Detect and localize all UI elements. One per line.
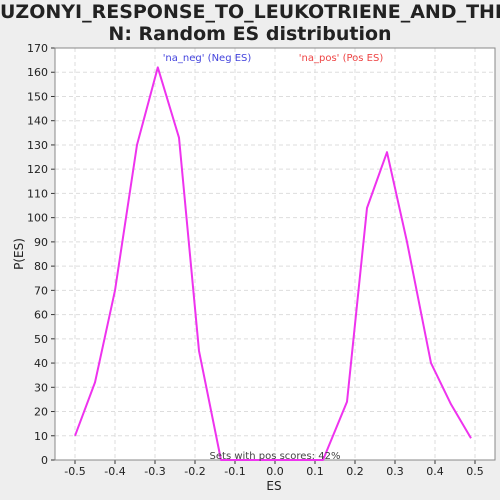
x-tick-label: 0.3 <box>386 465 404 478</box>
y-tick-label: 0 <box>41 454 48 467</box>
x-axis-label: ES <box>266 479 281 493</box>
y-tick-label: 130 <box>27 139 48 152</box>
y-tick-label: 150 <box>27 90 48 103</box>
x-tick-label: -0.1 <box>224 465 245 478</box>
y-tick-label: 50 <box>34 333 48 346</box>
x-tick-label: 0.1 <box>306 465 324 478</box>
y-tick-label: 10 <box>34 430 48 443</box>
x-tick-label: 0.0 <box>266 465 284 478</box>
chart-title-line-2: N: Random ES distribution <box>108 23 392 45</box>
y-tick-label: 110 <box>27 187 48 200</box>
y-tick-label: 140 <box>27 115 48 128</box>
pos-scores-annotation: Sets with pos scores: 42% <box>210 451 341 462</box>
y-tick-label: 80 <box>34 260 48 273</box>
y-tick-label: 30 <box>34 381 48 394</box>
x-tick-label: 0.4 <box>426 465 444 478</box>
x-tick-label: -0.4 <box>104 465 125 478</box>
y-tick-label: 20 <box>34 406 48 419</box>
y-tick-label: 40 <box>34 357 48 370</box>
y-tick-label: 170 <box>27 42 48 55</box>
x-tick-label: -0.2 <box>184 465 205 478</box>
y-tick-label: 60 <box>34 309 48 322</box>
x-tick-label: -0.3 <box>144 465 165 478</box>
y-tick-label: 160 <box>27 66 48 79</box>
legend-neg-es: 'na_neg' (Neg ES) <box>163 53 252 64</box>
x-tick-label: 0.5 <box>466 465 484 478</box>
x-tick-label: 0.2 <box>346 465 364 478</box>
y-axis-label: P(ES) <box>12 238 26 270</box>
chart-title-line-1: UZONYI_RESPONSE_TO_LEUKOTRIENE_AND_THROM… <box>0 1 500 23</box>
y-tick-label: 70 <box>34 284 48 297</box>
chart-title: UZONYI_RESPONSE_TO_LEUKOTRIENE_AND_THROM… <box>0 1 500 45</box>
y-tick-label: 120 <box>27 163 48 176</box>
y-tick-label: 100 <box>27 212 48 225</box>
legend-pos-es: 'na_pos' (Pos ES) <box>299 53 384 64</box>
distribution-line <box>74 66 472 461</box>
x-tick-label: -0.5 <box>64 465 85 478</box>
y-tick-label: 90 <box>34 236 48 249</box>
